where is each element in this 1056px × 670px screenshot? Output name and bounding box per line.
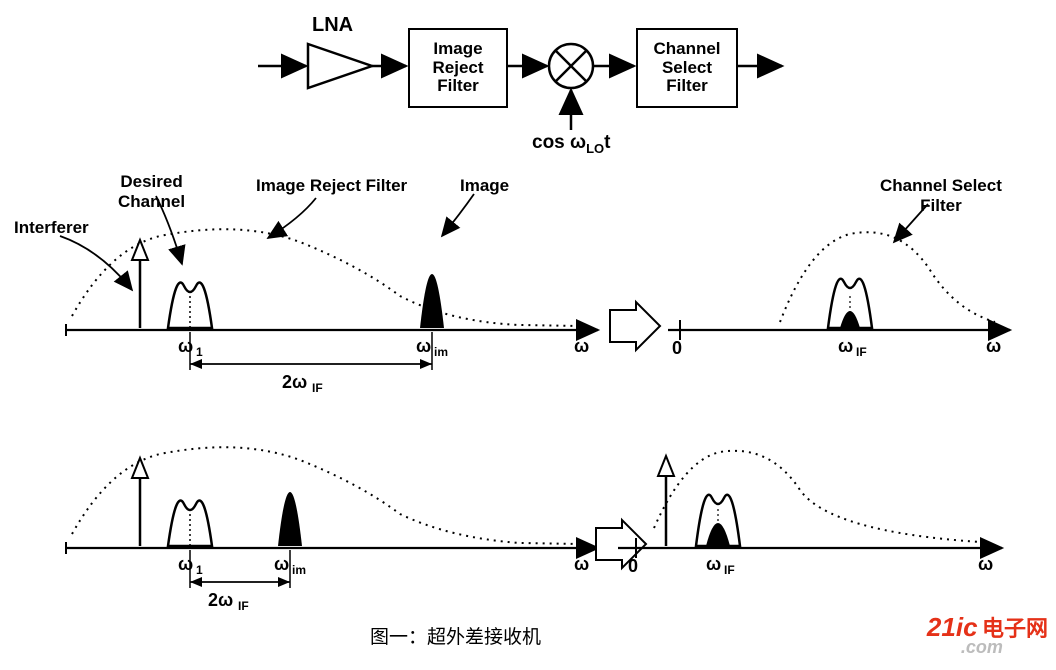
watermark: 21ic 电子网 .com — [927, 611, 1048, 664]
svg-text:im: im — [434, 345, 448, 359]
svg-text:ω: ω — [838, 336, 853, 356]
image-reject-filter-label: Image Reject Filter — [256, 176, 407, 196]
svg-text:IF: IF — [238, 599, 249, 613]
svg-text:1: 1 — [196, 563, 203, 577]
image-label: Image — [460, 176, 509, 196]
watermark-suffix: .com — [961, 637, 1003, 657]
figure-caption: 图一：超外差接收机 — [370, 622, 541, 649]
svg-text:ω: ω — [178, 336, 193, 356]
csf-line-2: Select — [662, 59, 712, 78]
svg-text:IF: IF — [856, 345, 867, 359]
svg-text:ω: ω — [574, 554, 589, 574]
svg-text:ω: ω — [274, 554, 289, 574]
spectrum-row-2: ω ω1 ωim 2ωIF 0 ωIF ω — [0, 410, 1056, 620]
svg-text:ω: ω — [978, 554, 993, 574]
svg-text:2ω: 2ω — [282, 372, 307, 392]
svg-text:im: im — [292, 563, 306, 577]
svg-text:2ω: 2ω — [208, 590, 233, 610]
lna-label: LNA — [312, 14, 353, 37]
svg-text:IF: IF — [312, 381, 323, 395]
svg-text:1: 1 — [196, 345, 203, 359]
svg-text:0: 0 — [672, 338, 682, 358]
svg-text:ω: ω — [416, 336, 431, 356]
interferer-label: Interferer — [14, 218, 89, 238]
channel-select-filter-label: Channel Select Filter — [880, 176, 1002, 216]
irf-line-2: Reject — [432, 59, 483, 78]
svg-text:ω: ω — [986, 336, 1001, 356]
lo-input-label: cos ωLOt — [532, 132, 610, 156]
svg-text:0: 0 — [628, 556, 638, 576]
csf-line-3: Filter — [666, 77, 708, 96]
svg-text:ω: ω — [574, 336, 589, 356]
desired-channel-label: Desired Channel — [118, 172, 185, 212]
irf-line-3: Filter — [437, 77, 479, 96]
channel-select-filter-block: Channel Select Filter — [636, 28, 738, 108]
csf-line-1: Channel — [653, 40, 720, 59]
svg-text:ω: ω — [706, 554, 721, 574]
irf-line-1: Image — [433, 40, 482, 59]
svg-text:ω: ω — [178, 554, 193, 574]
image-reject-filter-block: Image Reject Filter — [408, 28, 508, 108]
svg-text:IF: IF — [724, 563, 735, 577]
block-diagram-wires — [0, 0, 1056, 180]
